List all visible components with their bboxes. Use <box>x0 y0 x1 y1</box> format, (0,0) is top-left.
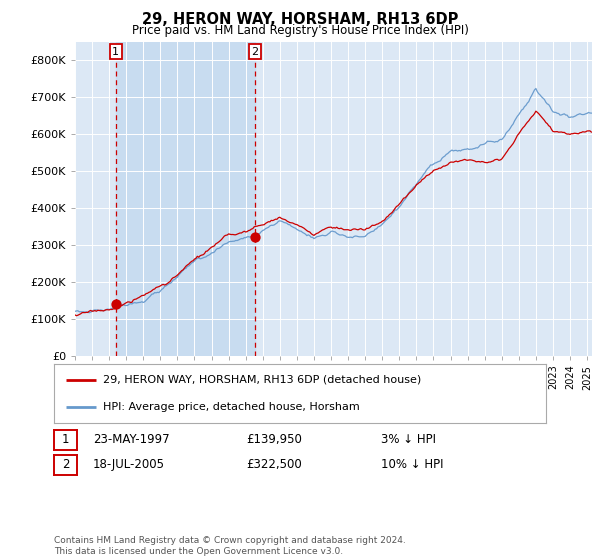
Point <box>250 232 260 241</box>
Text: 3% ↓ HPI: 3% ↓ HPI <box>381 433 436 446</box>
Text: 10% ↓ HPI: 10% ↓ HPI <box>381 458 443 472</box>
Text: 18-JUL-2005: 18-JUL-2005 <box>93 458 165 472</box>
Text: 29, HERON WAY, HORSHAM, RH13 6DP (detached house): 29, HERON WAY, HORSHAM, RH13 6DP (detach… <box>103 375 421 385</box>
Text: Price paid vs. HM Land Registry's House Price Index (HPI): Price paid vs. HM Land Registry's House … <box>131 24 469 37</box>
Text: Contains HM Land Registry data © Crown copyright and database right 2024.
This d: Contains HM Land Registry data © Crown c… <box>54 536 406 556</box>
Text: 2: 2 <box>62 458 69 472</box>
Text: 29, HERON WAY, HORSHAM, RH13 6DP: 29, HERON WAY, HORSHAM, RH13 6DP <box>142 12 458 27</box>
Text: 1: 1 <box>62 433 69 446</box>
Text: 23-MAY-1997: 23-MAY-1997 <box>93 433 170 446</box>
Text: 1: 1 <box>112 46 119 57</box>
Bar <box>116 42 255 356</box>
Text: £322,500: £322,500 <box>246 458 302 472</box>
Text: HPI: Average price, detached house, Horsham: HPI: Average price, detached house, Hors… <box>103 402 360 412</box>
Text: £139,950: £139,950 <box>246 433 302 446</box>
Text: 2: 2 <box>251 46 259 57</box>
Point <box>111 300 121 309</box>
